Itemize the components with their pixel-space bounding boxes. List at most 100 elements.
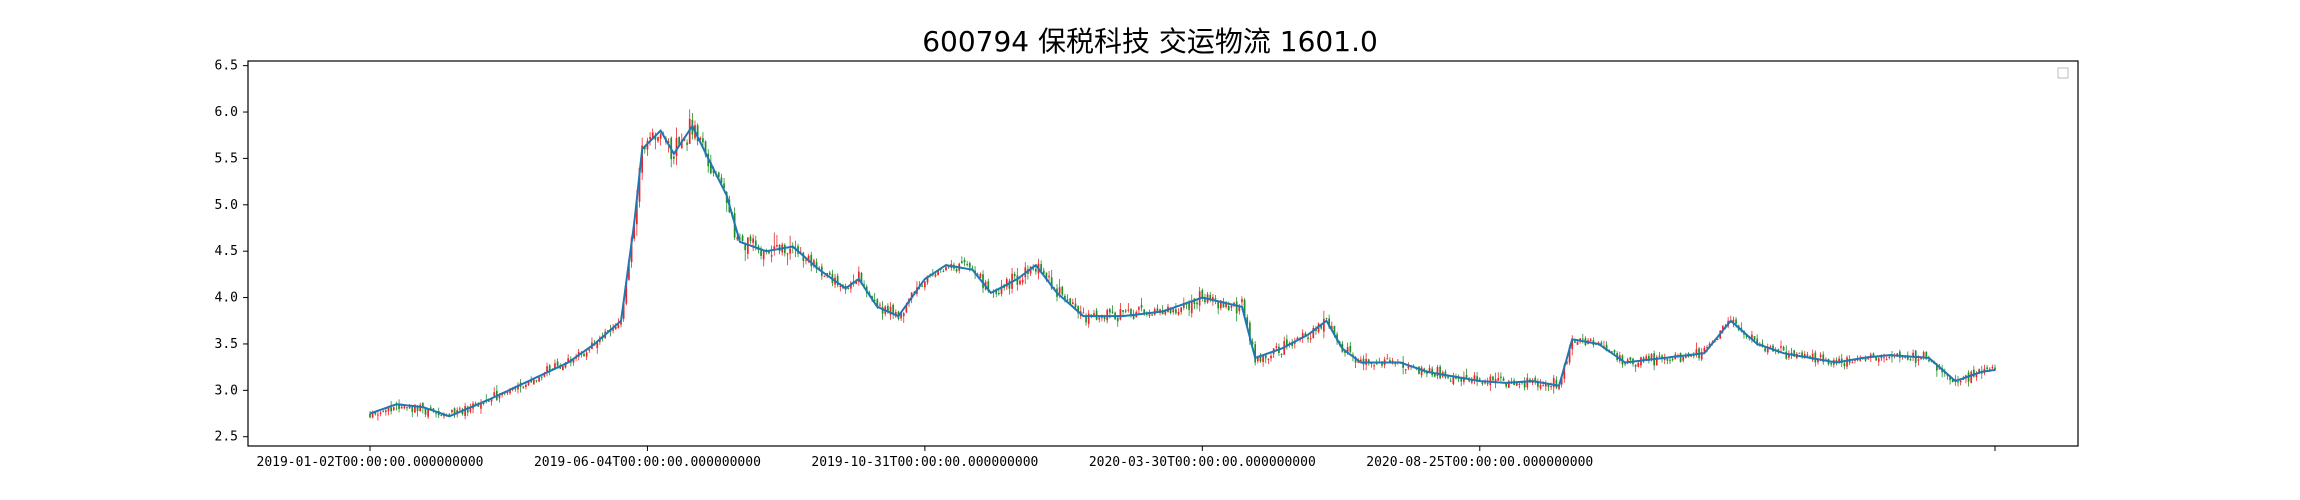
candle-up [588, 349, 591, 351]
candle-down [1777, 349, 1780, 351]
candle-down [448, 414, 451, 416]
candle-down [1243, 299, 1246, 316]
candle-up [789, 248, 791, 254]
candle-up [659, 134, 662, 139]
candle-up [799, 251, 802, 253]
candle-up [1071, 302, 1074, 305]
candle-up [1373, 365, 1375, 367]
candle-down [1320, 325, 1323, 329]
candle-down [1658, 355, 1661, 357]
candle-up [1859, 358, 1862, 361]
x-tick-label: 2019-10-31T00:00:00.000000000 [811, 455, 1038, 470]
candle-down [1122, 310, 1124, 312]
candle-up [1991, 367, 1994, 369]
candle-up [1637, 363, 1640, 367]
candle-down [1209, 295, 1212, 300]
candle-up [776, 245, 778, 247]
candle-up [736, 237, 739, 240]
candle-up [1817, 359, 1819, 363]
candle-down [1175, 309, 1177, 314]
candle-down [828, 272, 831, 275]
candle-up [403, 406, 406, 409]
candle-down [1600, 342, 1603, 345]
candle-up [469, 406, 472, 412]
candle-down [1333, 326, 1336, 336]
candle-up [1098, 317, 1101, 320]
candle-down [1936, 365, 1938, 371]
candle-down [1042, 270, 1045, 274]
candle-down [1433, 373, 1436, 377]
candle-up [1005, 279, 1008, 287]
candle-up [770, 255, 773, 257]
candle-down [1085, 315, 1087, 323]
candle-down [1669, 359, 1671, 361]
candle-down [514, 388, 517, 390]
candle-down [1648, 355, 1650, 361]
candle-down [1069, 298, 1072, 304]
candle-down [673, 156, 675, 159]
candle-down [987, 281, 990, 292]
candle-up [543, 373, 546, 377]
candle-down [540, 376, 543, 378]
candle-down [1875, 357, 1877, 361]
candle-up [805, 259, 807, 261]
candle-up [807, 255, 810, 262]
y-tick-label: 5.5 [215, 151, 238, 166]
candle-down [1328, 318, 1331, 328]
candle-down [1492, 376, 1494, 381]
candle-up [752, 238, 754, 243]
y-tick-label: 4.5 [215, 244, 238, 259]
candle-down [1899, 351, 1901, 358]
candle-down [429, 407, 432, 409]
candle-down [1169, 307, 1172, 313]
candle-down [1032, 268, 1035, 270]
candle-down [836, 275, 839, 286]
candle-up [905, 304, 908, 313]
candle-up [1473, 375, 1476, 380]
candle-down [709, 161, 712, 174]
candle-up [1515, 382, 1518, 386]
candle-down [435, 412, 437, 414]
candle-up [384, 410, 387, 412]
candle-up [617, 324, 620, 329]
candle-down [369, 413, 371, 418]
candle-up [408, 405, 411, 409]
candle-down [1830, 363, 1833, 365]
candle-up [1970, 371, 1973, 383]
candle-up [554, 363, 556, 368]
candle-down [1904, 357, 1907, 359]
candle-down [1872, 353, 1875, 357]
candle-up [1922, 352, 1925, 357]
candle-up [1819, 354, 1822, 358]
candle-up [1484, 382, 1486, 384]
candle-down [749, 236, 752, 242]
candle-up [458, 408, 461, 410]
candle-up [1182, 302, 1185, 308]
candle-down [1782, 346, 1785, 351]
candle-down [1367, 359, 1370, 364]
candle-up [1404, 369, 1407, 371]
candle-up [773, 246, 776, 250]
candle-down [1227, 305, 1230, 311]
candle-up [451, 409, 453, 413]
candle-down [947, 266, 950, 268]
candle-up [1663, 359, 1666, 361]
candle-down [1949, 376, 1951, 380]
candle-up [1751, 334, 1753, 340]
candle-down [1574, 341, 1576, 343]
candle-up [1721, 326, 1724, 330]
candle-up [1716, 338, 1719, 341]
candle-down [1249, 322, 1251, 342]
candle-down [1077, 306, 1079, 314]
candle-down [421, 402, 424, 408]
candle-down [1793, 350, 1796, 357]
candle-down [1124, 310, 1127, 312]
candle-down [963, 260, 966, 263]
candle-down [1304, 333, 1307, 336]
candle-down [1505, 382, 1508, 387]
candle-up [1256, 356, 1259, 362]
candle-down [1909, 359, 1912, 361]
candle-up [889, 306, 892, 315]
candle-down [968, 262, 971, 268]
candle-up [651, 132, 654, 139]
